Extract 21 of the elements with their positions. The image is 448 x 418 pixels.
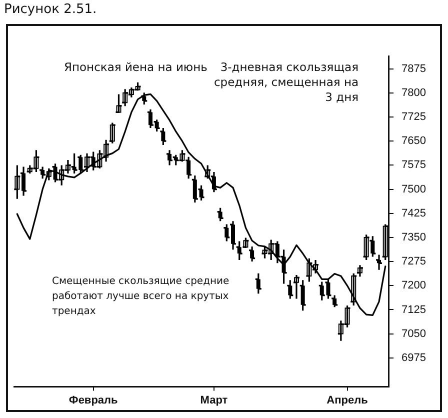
annotation: 3-дневная скользящая средняя, смещенная на 3 дня [212, 60, 359, 105]
y-tick-label: 7500 [402, 183, 426, 196]
y-tick-label: 7350 [402, 231, 426, 244]
chart-title: Рисунок 2.51. [4, 2, 97, 17]
y-tick-label: 7875 [402, 62, 426, 75]
y-tick-label: 7800 [402, 86, 426, 99]
y-tick-label: 7425 [402, 207, 426, 220]
y-tick-label: 7575 [402, 159, 426, 172]
x-tick-label: Апрель [326, 394, 368, 406]
y-tick-label: 7275 [402, 256, 426, 268]
y-tick-label: 7200 [402, 280, 426, 292]
x-tick-label: Февраль [68, 394, 118, 406]
x-tick-label: Март [200, 394, 228, 406]
y-tick-label: 7650 [402, 135, 426, 148]
y-tick-label: 6975 [402, 352, 426, 364]
y-tick-label: 7050 [402, 328, 426, 340]
candlestick [110, 122, 115, 144]
y-tick-label: 7125 [402, 304, 426, 316]
y-tick-label: 7725 [402, 111, 426, 124]
annotation: Смещенные скользящие средние работают лучше всего на крутых трендах [52, 275, 230, 319]
annotation: Японская йена на июнь [64, 60, 208, 74]
